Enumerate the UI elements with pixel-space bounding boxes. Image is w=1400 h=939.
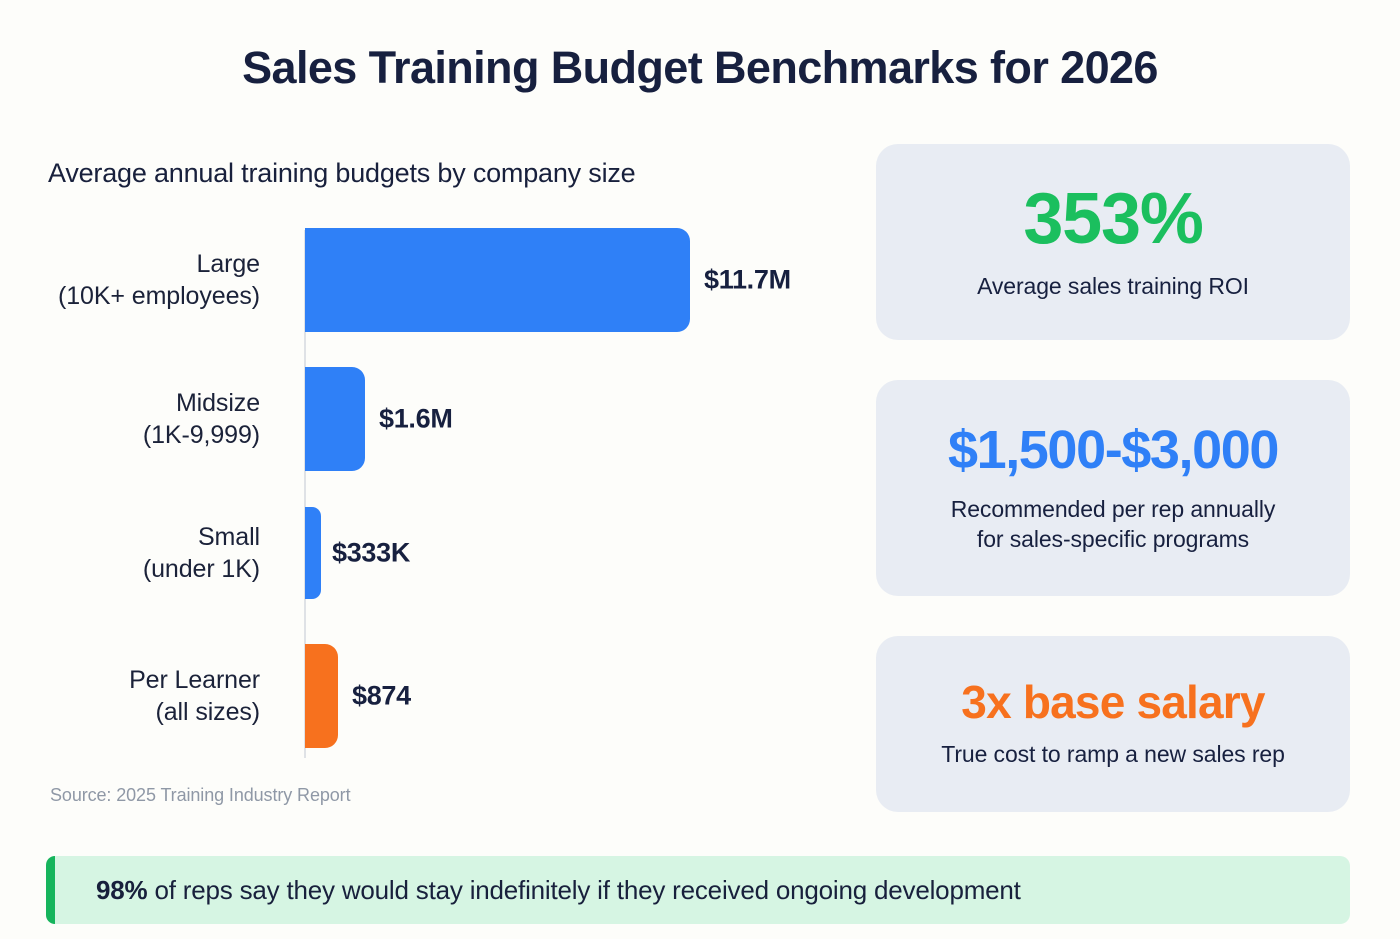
stat-card-per-rep-value: $1,500-$3,000 bbox=[947, 419, 1280, 480]
callout-banner: 98% of reps say they would stay indefini… bbox=[46, 856, 1350, 924]
bar-chart: Large (10K+ employees) $11.7M Midsize (1… bbox=[0, 228, 850, 758]
bar-category-label-line2: (10K+ employees) bbox=[58, 282, 260, 310]
bar-category-label-line1: Small bbox=[197, 523, 260, 551]
stat-card-ramp-cost-label: True cost to ramp a new sales rep bbox=[941, 739, 1285, 769]
bar-value-small: $333K bbox=[332, 537, 411, 568]
bar-category-label: Midsize (1K-9,999) bbox=[0, 387, 260, 451]
chart-source: Source: 2025 Training Industry Report bbox=[50, 785, 351, 805]
bar-value-per-learner: $874 bbox=[352, 680, 411, 711]
stat-card-per-rep-label-line2: for sales-specific programs bbox=[976, 526, 1250, 553]
stat-card-roi-label: Average sales training ROI bbox=[977, 271, 1249, 301]
bar-row: Large (10K+ employees) $11.7M bbox=[0, 228, 850, 332]
bar-category-label-line1: Midsize bbox=[175, 389, 260, 417]
bar-midsize bbox=[305, 367, 365, 471]
chart-subtitle: Average annual training budgets by compa… bbox=[48, 158, 636, 188]
bar-category-label: Per Learner (all sizes) bbox=[0, 664, 260, 728]
callout-accent-bar bbox=[46, 856, 55, 924]
bar-small bbox=[305, 507, 321, 599]
bar-category-label: Small (under 1K) bbox=[0, 521, 260, 585]
bar-large bbox=[305, 228, 690, 332]
bar-category-label-line2: (under 1K) bbox=[142, 555, 260, 583]
stat-card-roi-label-line1: Average sales training ROI bbox=[977, 273, 1249, 300]
callout-text: 98% of reps say they would stay indefini… bbox=[96, 875, 1021, 906]
bar-value-midsize: $1.6M bbox=[379, 403, 453, 434]
bar-category-label: Large (10K+ employees) bbox=[0, 248, 260, 312]
stat-card-per-rep-label: Recommended per rep annually for sales-s… bbox=[951, 494, 1276, 555]
stat-card-roi: 353% Average sales training ROI bbox=[876, 144, 1350, 340]
callout-body: of reps say they would stay indefinitely… bbox=[147, 874, 1021, 905]
bar-category-label-line2: (1K-9,999) bbox=[142, 421, 260, 449]
bar-category-label-line1: Per Learner bbox=[129, 666, 260, 694]
bar-category-label-line1: Large bbox=[196, 250, 261, 278]
stat-card-ramp-cost-value: 3x base salary bbox=[961, 675, 1265, 728]
bar-row: Small (under 1K) $333K bbox=[0, 507, 850, 599]
stat-card-per-rep-label-line1: Recommended per rep annually bbox=[950, 495, 1276, 522]
chart-panel: Average annual training budgets by compa… bbox=[0, 140, 850, 840]
bar-value-large: $11.7M bbox=[704, 264, 791, 295]
bar-row: Midsize (1K-9,999) $1.6M bbox=[0, 367, 850, 471]
stat-card-roi-value: 353% bbox=[1023, 179, 1204, 260]
stat-card-ramp-cost-label-line1: True cost to ramp a new sales rep bbox=[941, 740, 1285, 767]
bar-category-label-line2: (all sizes) bbox=[155, 698, 261, 726]
chart-axis-line bbox=[304, 230, 306, 758]
page-title: Sales Training Budget Benchmarks for 202… bbox=[242, 42, 1158, 93]
callout-highlight: 98% bbox=[96, 874, 148, 905]
bar-row: Per Learner (all sizes) $874 bbox=[0, 644, 850, 748]
stat-card-per-rep: $1,500-$3,000 Recommended per rep annual… bbox=[876, 380, 1350, 596]
stat-card-ramp-cost: 3x base salary True cost to ramp a new s… bbox=[876, 636, 1350, 812]
bar-per-learner bbox=[305, 644, 338, 748]
